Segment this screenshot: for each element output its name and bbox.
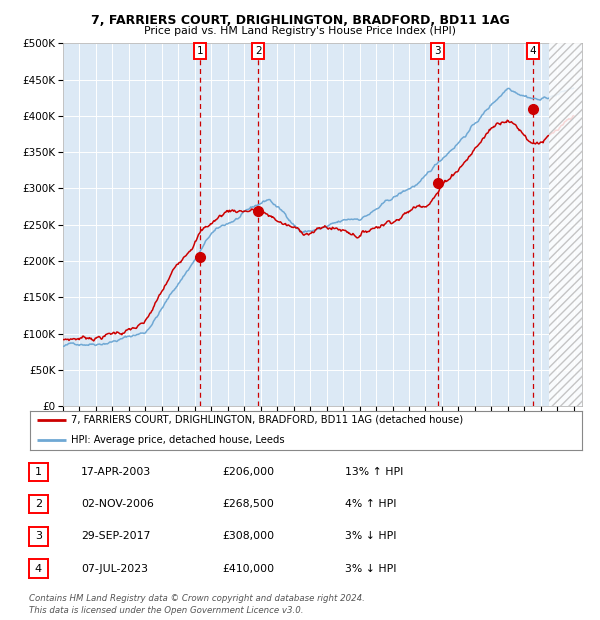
Text: 3: 3 <box>434 46 441 56</box>
Text: 07-JUL-2023: 07-JUL-2023 <box>81 564 148 574</box>
Text: 17-APR-2003: 17-APR-2003 <box>81 467 151 477</box>
Text: 13% ↑ HPI: 13% ↑ HPI <box>345 467 403 477</box>
Text: 3% ↓ HPI: 3% ↓ HPI <box>345 564 397 574</box>
Text: 1: 1 <box>196 46 203 56</box>
Text: Price paid vs. HM Land Registry's House Price Index (HPI): Price paid vs. HM Land Registry's House … <box>144 26 456 36</box>
Text: £308,000: £308,000 <box>222 531 274 541</box>
Text: 29-SEP-2017: 29-SEP-2017 <box>81 531 151 541</box>
Text: HPI: Average price, detached house, Leeds: HPI: Average price, detached house, Leed… <box>71 435 285 445</box>
Text: 3: 3 <box>35 531 42 541</box>
Text: £410,000: £410,000 <box>222 564 274 574</box>
Text: 4: 4 <box>35 564 42 574</box>
Text: 4: 4 <box>529 46 536 56</box>
Text: 7, FARRIERS COURT, DRIGHLINGTON, BRADFORD, BD11 1AG: 7, FARRIERS COURT, DRIGHLINGTON, BRADFOR… <box>91 14 509 27</box>
Text: Contains HM Land Registry data © Crown copyright and database right 2024.
This d: Contains HM Land Registry data © Crown c… <box>29 594 365 615</box>
Text: 7, FARRIERS COURT, DRIGHLINGTON, BRADFORD, BD11 1AG (detached house): 7, FARRIERS COURT, DRIGHLINGTON, BRADFOR… <box>71 415 464 425</box>
Text: 02-NOV-2006: 02-NOV-2006 <box>81 499 154 509</box>
Text: 4% ↑ HPI: 4% ↑ HPI <box>345 499 397 509</box>
Text: 1: 1 <box>35 467 42 477</box>
Text: £268,500: £268,500 <box>222 499 274 509</box>
Text: 2: 2 <box>255 46 262 56</box>
Text: £206,000: £206,000 <box>222 467 274 477</box>
Text: 2: 2 <box>35 499 42 509</box>
Text: 3% ↓ HPI: 3% ↓ HPI <box>345 531 397 541</box>
Bar <box>549 43 582 406</box>
